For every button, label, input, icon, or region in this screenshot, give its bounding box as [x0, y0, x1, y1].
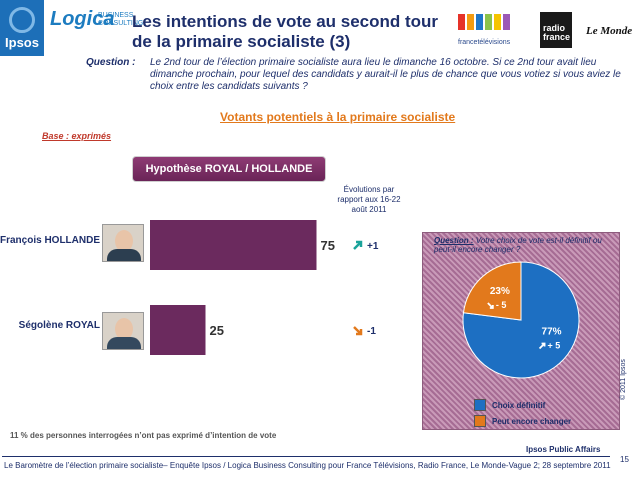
pie-question: Question : Votre choix de vote est-il dé…: [434, 236, 612, 254]
bar-value-label: 75: [321, 238, 335, 253]
ipsos-public-affairs: Ipsos Public Affairs: [526, 445, 601, 454]
pie-slice: [462, 261, 522, 321]
legend-label-definitif: Choix définitif: [492, 400, 546, 410]
copyright: © 2011 Ipsos: [620, 359, 627, 400]
bar-category-label: François HOLLANDE: [0, 235, 100, 246]
chart-subtitle: Votants potentiels à la primaire sociali…: [220, 110, 456, 124]
question-text: Le 2nd tour de l’élection primaire socia…: [150, 57, 621, 92]
legend-swatch-definitif: [474, 399, 486, 411]
footnote: 11 % des personnes interrogées n’ont pas…: [10, 431, 277, 440]
bar: [150, 305, 206, 355]
ipsos-logo: Ipsos: [0, 0, 44, 56]
arrow-down-icon: [487, 302, 494, 309]
vote-certainty-pie: 77% + 5 23% - 5: [462, 261, 580, 379]
pie-evolution-value: + 5: [548, 341, 561, 351]
legend-label-peut-changer: Peut encore changer: [492, 416, 572, 426]
arrow-up-icon: [353, 240, 363, 250]
hypothesis-banner: Hypothèse ROYAL / HOLLANDE: [132, 156, 326, 182]
question-label: Question :: [86, 57, 136, 68]
pie-question-text: Votre choix de vote est-il définitif ou …: [434, 236, 602, 254]
page-title-line2: de la primaire socialiste (3): [132, 32, 351, 51]
pie-value-label: 23%: [490, 286, 510, 297]
vote-bar-chart: François HOLLANDE 75 +1 Ségolène ROYAL 25 -1: [0, 220, 379, 355]
pie-slice: [462, 261, 580, 379]
footer-text: Le Baromètre de l’élection primaire soci…: [4, 461, 611, 470]
royal-photo: [102, 312, 144, 350]
arrow-up-icon: [538, 342, 546, 350]
page-title: Les intentions de vote au second tour de…: [132, 12, 462, 52]
legend-swatch-peut-changer: [474, 415, 486, 427]
radio-france-logo: radio france: [540, 12, 572, 48]
ipsos-logo-text: Ipsos: [5, 35, 39, 50]
footer-divider: [2, 456, 610, 457]
page-title-line1: Les intentions de vote au second tour: [132, 12, 439, 31]
france-televisions-logo: francetélévisions: [458, 14, 518, 50]
logica-logo: Logica: [50, 8, 115, 30]
base-note: Base : exprimés: [42, 131, 112, 141]
evolution-value: -1: [367, 326, 376, 337]
legend-item-definitif: Choix définitif: [474, 399, 545, 411]
pie-value-label: 77%: [542, 327, 562, 338]
bar-category-label: Ségolène ROYAL: [19, 320, 100, 331]
bar: [150, 220, 317, 270]
page-number: 15: [620, 455, 629, 464]
le-monde-logo: Le Monde: [586, 25, 633, 37]
ipsos-logo-mark: [9, 7, 35, 33]
arrow-down-icon: [353, 326, 363, 336]
evolution-value: +1: [367, 241, 379, 252]
legend-item-peut-changer: Peut encore changer: [474, 415, 571, 427]
pie-evolution-value: - 5: [496, 300, 507, 310]
hollande-photo: [102, 224, 144, 262]
bar-value-label: 25: [210, 323, 224, 338]
pie-question-label: Question :: [434, 236, 474, 245]
logica-logo-subtitle: BUSINESS CONSULTING: [98, 12, 144, 27]
question-block: Question : Le 2nd tour de l’élection pri…: [86, 57, 626, 92]
evolution-header: Évolutions par rapport aux 16-22 août 20…: [337, 185, 401, 214]
